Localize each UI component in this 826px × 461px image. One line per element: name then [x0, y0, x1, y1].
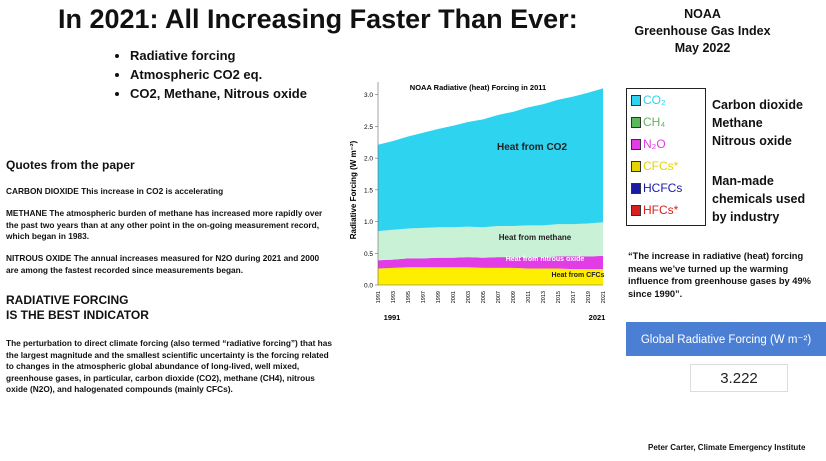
- area-label: Heat from CFCs: [552, 272, 605, 279]
- legend-swatch: [631, 204, 641, 216]
- x-tick-label: 1999: [436, 291, 442, 303]
- x-end-label: 2021: [589, 313, 606, 322]
- area: [378, 88, 603, 232]
- quote-right: “The increase in radiative (heat) forcin…: [628, 251, 811, 299]
- footer: Peter Carter, Climate Emergency Institut…: [648, 443, 806, 452]
- legend-label: CH₄: [643, 115, 666, 129]
- y-tick-label: 1.5: [364, 187, 373, 194]
- gas-name: Methane: [712, 116, 763, 130]
- legend-swatch: [631, 138, 641, 150]
- x-tick-label: 1991: [376, 291, 382, 303]
- x-tick-label: 2011: [526, 291, 532, 303]
- heading-line: RADIATIVE FORCING: [6, 293, 129, 307]
- area: [378, 255, 603, 270]
- heading-line: IS THE BEST INDICATOR: [6, 308, 149, 322]
- index-label: Global Radiative Forcing (W m⁻²): [626, 322, 826, 356]
- slide-title: In 2021: All Increasing Faster Than Ever…: [58, 4, 578, 34]
- x-end-label: 1991: [384, 313, 401, 322]
- quotes-heading: Quotes from the paper: [6, 158, 135, 172]
- y-tick-label: 2.0: [364, 156, 373, 163]
- legend-label: N₂O: [643, 137, 666, 151]
- y-tick-label: 1.0: [364, 219, 373, 226]
- legend-item: CH₄: [631, 115, 665, 129]
- legend-label: HFCs*: [643, 203, 679, 217]
- x-tick-label: 1993: [391, 291, 397, 303]
- indicator-heading: RADIATIVE FORCING IS THE BEST INDICATOR: [6, 293, 149, 323]
- bullet: Atmospheric CO2 eq.: [130, 65, 307, 84]
- legend-item: CFCs*: [631, 159, 678, 173]
- note-line: by industry: [712, 210, 780, 224]
- y-tick-label: 0.5: [364, 251, 373, 258]
- x-tick-label: 2003: [466, 291, 472, 303]
- note-line: Man-made: [712, 174, 774, 188]
- area-label: Heat from nitrous oxide: [506, 256, 585, 263]
- legend-swatch: [631, 182, 641, 194]
- y-tick-label: 2.5: [364, 124, 373, 131]
- legend-label: HCFCs: [643, 181, 683, 195]
- x-tick-label: 2001: [451, 291, 457, 303]
- legend-item: CO₂: [631, 93, 666, 107]
- x-tick-label: 2005: [481, 291, 487, 303]
- source-box: NOAA Greenhouse Gas Index May 2022: [620, 6, 785, 57]
- x-tick-label: 2021: [601, 291, 607, 303]
- legend-item: HFCs*: [631, 203, 678, 217]
- gas-legend: CO₂ CH₄ N₂O CFCs* HCFCs HFCs*: [626, 88, 706, 226]
- gas-name: Nitrous oxide: [712, 134, 792, 148]
- legend-label: CFCs*: [643, 159, 679, 173]
- legend-item: N₂O: [631, 137, 666, 151]
- indicator-text: The perturbation to direct climate forci…: [6, 338, 332, 394]
- source-line: NOAA: [684, 7, 721, 21]
- chart-title: NOAA Radiative (heat) Forcing in 2011: [410, 83, 546, 92]
- legend-item: HCFCs: [631, 181, 682, 195]
- gas-name: Carbon dioxide: [712, 98, 803, 112]
- x-tick-label: 2013: [541, 291, 547, 303]
- area-label: Heat from methane: [499, 233, 572, 242]
- bullet-list: Radiative forcing Atmospheric CO2 eq. CO…: [112, 46, 307, 103]
- x-tick-label: 2017: [571, 291, 577, 303]
- source-line: May 2022: [674, 41, 731, 55]
- area: [378, 222, 603, 261]
- y-axis-label: Radiative Forcing (W m⁻²): [349, 140, 358, 239]
- x-tick-label: 2007: [496, 291, 502, 303]
- area: [378, 267, 603, 285]
- legend-label: CO₂: [643, 93, 666, 107]
- x-tick-label: 2009: [511, 291, 517, 303]
- quote: NITROUS OXIDE The annual increases measu…: [6, 253, 320, 275]
- manmade-note: Man-made chemicals used by industry: [712, 172, 805, 226]
- note-line: chemicals used: [712, 192, 806, 206]
- quote: CARBON DIOXIDE This increase in CO2 is a…: [6, 186, 224, 196]
- legend-swatch: [631, 94, 641, 106]
- x-tick-label: 1997: [421, 291, 427, 303]
- y-tick-label: 0.0: [364, 283, 373, 290]
- x-tick-label: 1995: [406, 291, 412, 303]
- x-tick-label: 2019: [586, 291, 592, 303]
- source-line: Greenhouse Gas Index: [634, 24, 771, 38]
- x-tick-label: 2015: [556, 291, 562, 303]
- bullet: CO2, Methane, Nitrous oxide: [130, 84, 307, 103]
- area-label: Heat from CO2: [497, 142, 567, 153]
- legend-swatch: [631, 116, 641, 128]
- gas-names: Carbon dioxide Methane Nitrous oxide: [712, 96, 803, 150]
- index-value: 3.222: [690, 364, 788, 392]
- bullet: Radiative forcing: [130, 46, 307, 65]
- quote: METHANE The atmospheric burden of methan…: [6, 208, 323, 241]
- y-tick-label: 3.0: [364, 92, 373, 99]
- legend-swatch: [631, 160, 641, 172]
